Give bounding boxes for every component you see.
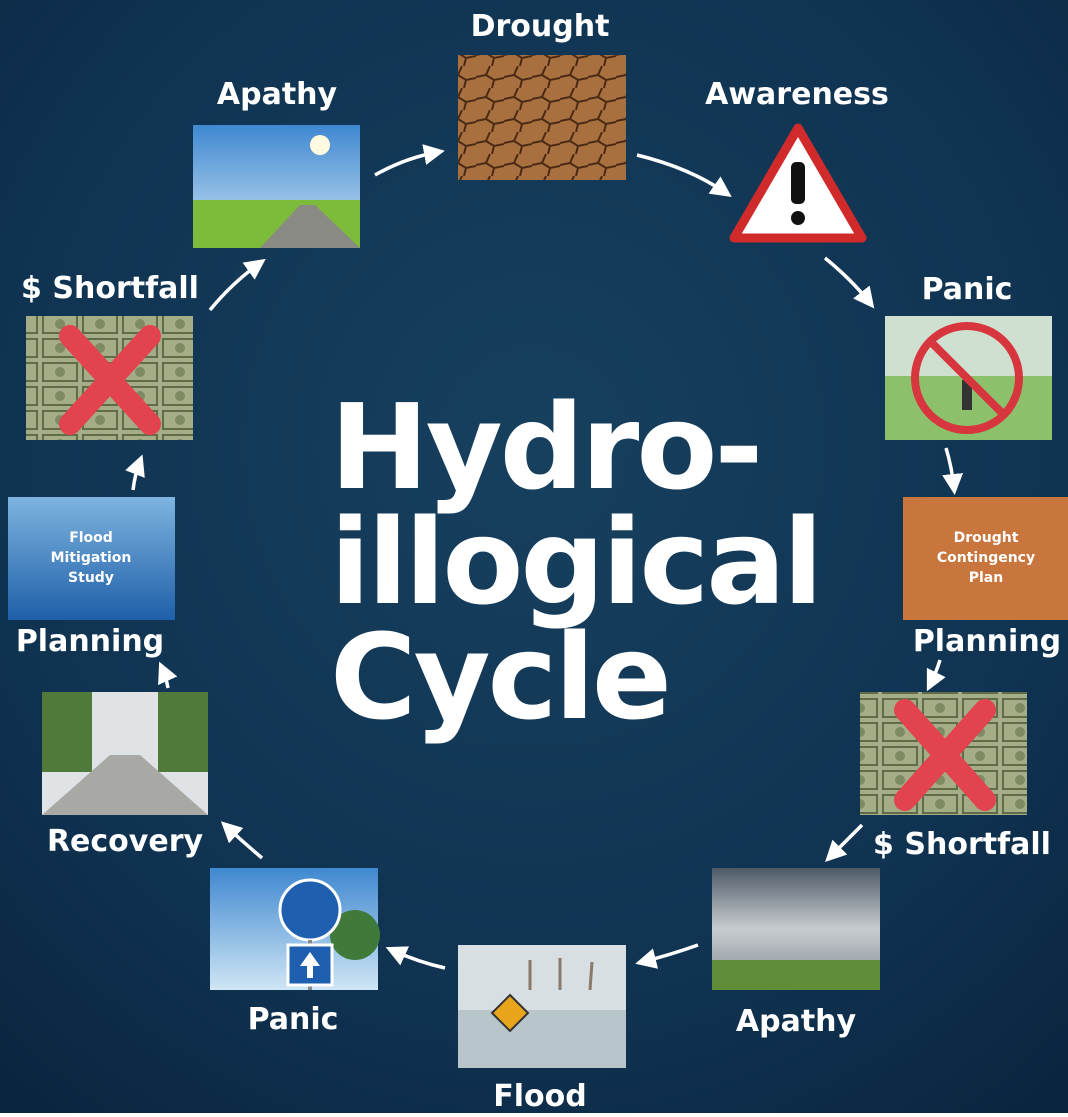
node-label: Planning: [913, 624, 1061, 659]
arrows: [125, 144, 964, 970]
node-image: [729, 123, 867, 243]
node-label: Planning: [16, 624, 164, 659]
node-image: [193, 125, 360, 248]
title-line: illogical: [330, 493, 820, 631]
node-image: [860, 692, 1027, 815]
node-label: Panic: [922, 272, 1013, 307]
node-label: Recovery: [47, 824, 204, 859]
image-text: Flood: [69, 530, 113, 546]
node-label: Drought: [471, 9, 610, 44]
node-label: Awareness: [705, 77, 889, 112]
node-label: Apathy: [736, 1004, 857, 1039]
node-image: Flood Mitigation Study: [8, 497, 175, 620]
node-image: [210, 868, 380, 990]
node-image: [712, 868, 880, 990]
node-image: Drought Contingency Plan: [903, 497, 1068, 620]
node-label: Apathy: [217, 77, 338, 112]
image-text: Mitigation: [51, 550, 132, 566]
node-image: [458, 945, 626, 1068]
node-label: Flood: [493, 1079, 586, 1113]
node-image: [885, 316, 1052, 440]
title-line: Hydro-: [330, 378, 760, 516]
node-label: $ Shortfall: [873, 827, 1051, 862]
node-label: $ Shortfall: [21, 271, 199, 306]
title-line: Cycle: [330, 608, 669, 746]
image-text: Drought: [954, 530, 1019, 546]
image-text: Study: [68, 570, 114, 586]
image-text: Plan: [969, 570, 1003, 586]
image-text: Contingency: [937, 550, 1035, 566]
node-image: [26, 316, 193, 440]
node-label: Panic: [248, 1002, 339, 1037]
node-image: [42, 692, 208, 815]
node-image: [458, 55, 626, 180]
